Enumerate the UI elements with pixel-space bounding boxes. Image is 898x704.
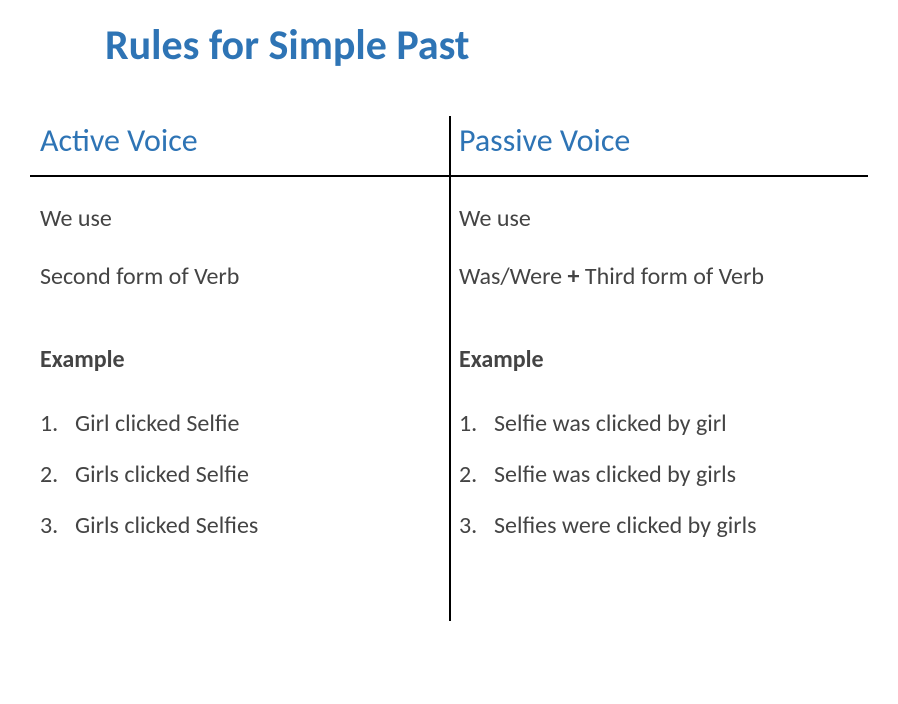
- active-content: We use Second form of Verb Example 1.Gir…: [40, 177, 439, 547]
- example-number: 3.: [40, 504, 75, 547]
- active-example-list: 1.Girl clicked Selfie 2.Girls clicked Se…: [40, 402, 439, 548]
- example-text: Girls clicked Selfies: [75, 511, 258, 540]
- passive-form-prefix: Was/Were: [459, 262, 568, 291]
- passive-example-label: Example: [459, 338, 858, 381]
- page-title: Rules for Simple Past: [105, 20, 868, 71]
- active-column: Active Voice: [30, 121, 449, 175]
- passive-form-bold: +: [568, 262, 580, 291]
- passive-example-item: 1.Selfie was clicked by girl: [459, 402, 858, 445]
- vertical-divider: [449, 116, 451, 621]
- active-example-item: 2.Girls clicked Selfie: [40, 453, 439, 496]
- passive-example-item: 2.Selfie was clicked by girls: [459, 453, 858, 496]
- passive-example-list: 1.Selfie was clicked by girl 2.Selfie wa…: [459, 402, 858, 548]
- active-example-item: 3.Girls clicked Selfies: [40, 504, 439, 547]
- passive-content: We use Was/Were + Third form of Verb Exa…: [459, 177, 858, 547]
- active-example-label: Example: [40, 338, 439, 381]
- passive-form-suffix: Third form of Verb: [579, 262, 764, 291]
- comparison-table: Active Voice Passive Voice We use Second…: [30, 121, 868, 555]
- example-text: Selfie was clicked by girl: [494, 409, 727, 438]
- passive-we-use: We use: [459, 197, 858, 240]
- passive-content-column: We use Was/Were + Third form of Verb Exa…: [449, 177, 868, 555]
- example-text: Selfies were clicked by girls: [494, 511, 757, 540]
- example-number: 3.: [459, 504, 494, 547]
- active-form: Second form of Verb: [40, 255, 439, 298]
- passive-column: Passive Voice: [449, 121, 868, 175]
- active-header: Active Voice: [40, 121, 439, 160]
- passive-header: Passive Voice: [459, 121, 858, 160]
- active-content-column: We use Second form of Verb Example 1.Gir…: [30, 177, 449, 555]
- example-text: Girl clicked Selfie: [75, 409, 240, 438]
- example-text: Selfie was clicked by girls: [494, 460, 736, 489]
- active-we-use: We use: [40, 197, 439, 240]
- example-number: 1.: [459, 402, 494, 445]
- active-example-item: 1.Girl clicked Selfie: [40, 402, 439, 445]
- example-number: 2.: [459, 453, 494, 496]
- example-number: 2.: [40, 453, 75, 496]
- passive-example-item: 3.Selfies were clicked by girls: [459, 504, 858, 547]
- example-number: 1.: [40, 402, 75, 445]
- passive-form: Was/Were + Third form of Verb: [459, 255, 858, 298]
- example-text: Girls clicked Selfie: [75, 460, 249, 489]
